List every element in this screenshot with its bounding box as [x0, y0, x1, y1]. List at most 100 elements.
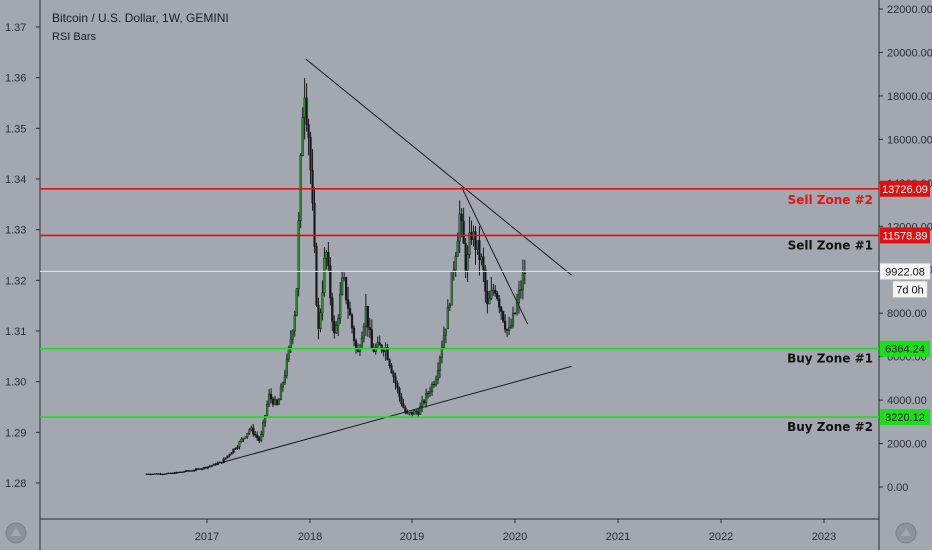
candle-body [183, 471, 186, 473]
candle-body [523, 272, 526, 275]
right-axis-tick-label: 2000.00 [887, 439, 927, 451]
candle-body [240, 439, 243, 443]
right-axis-tick-label: 8000.00 [887, 308, 927, 320]
candle-body [303, 97, 306, 118]
candle-body [295, 288, 298, 316]
candle-body [285, 358, 288, 376]
candle-body [291, 330, 294, 340]
candle-body [281, 382, 285, 388]
candle-body [364, 305, 367, 327]
candle-body [419, 406, 422, 415]
price-tag-label: 11578.89 [882, 230, 927, 242]
tradingview-logo-right[interactable] [895, 522, 917, 544]
candle-body [440, 347, 444, 358]
candle-body [262, 422, 265, 435]
candle-body [468, 232, 471, 255]
left-axis-tick-label: 1.32 [5, 275, 26, 287]
candle-body [266, 403, 269, 416]
candle-body [289, 339, 292, 348]
left-axis-tick-label: 1.35 [5, 123, 26, 135]
x-axis-tick-label: 2022 [709, 531, 733, 543]
candle-body [248, 429, 251, 434]
horizontal-levels[interactable] [40, 187, 879, 418]
candle-body [149, 473, 152, 476]
candle-body [165, 473, 168, 475]
candle-body [311, 169, 314, 204]
candle-body [476, 240, 479, 250]
candle-body [362, 325, 365, 339]
trendline-long-term-resistance[interactable] [305, 58, 572, 276]
left-axis-tick-label: 1.33 [5, 225, 26, 237]
candle-body [354, 340, 358, 349]
candle-body [517, 290, 521, 303]
x-axis-tick-label: 2017 [195, 531, 219, 543]
trendline-layer[interactable] [223, 58, 572, 463]
candle-body [507, 327, 511, 331]
candle-body [478, 240, 481, 261]
candle-body [230, 452, 233, 455]
candle-body [474, 231, 477, 250]
current-price-tag-label: 9922.08 [885, 266, 925, 278]
candle-body [370, 329, 373, 350]
x-axis-tick-label: 2023 [812, 531, 836, 543]
candle-body [163, 473, 166, 476]
candle-body [406, 412, 409, 414]
right-axis-tick-label: 18000.00 [887, 91, 932, 103]
price-tag-label: 6364.24 [885, 344, 925, 356]
candle-body [404, 407, 407, 414]
candle-body [432, 383, 436, 386]
candle-body [378, 342, 381, 346]
candle-body [161, 473, 164, 476]
candle-body [402, 403, 405, 408]
candle-body [505, 329, 509, 331]
candle-body [482, 256, 485, 270]
candle-body [210, 465, 213, 467]
candle-body [421, 400, 424, 407]
candle-body [502, 311, 505, 322]
candle-body [511, 312, 515, 326]
candle-body [460, 213, 463, 222]
trendline-mid-term-resistance[interactable] [461, 186, 529, 325]
candle-body [521, 272, 524, 290]
candle-body [208, 465, 211, 468]
candle-body [500, 306, 503, 312]
candle-body [315, 245, 318, 306]
candle-body [194, 468, 198, 471]
candle-body [175, 471, 178, 474]
candle-body [411, 411, 414, 415]
candle-body [341, 277, 344, 295]
candle-body [519, 289, 523, 291]
price-tag-box [880, 227, 930, 244]
x-axis-tick-label: 2019 [400, 531, 424, 543]
candle-body [236, 446, 239, 449]
candle-body [388, 359, 391, 366]
candle-body [317, 305, 320, 329]
chart-title: Bitcoin / U.S. Dollar, 1W, GEMINI [52, 11, 229, 25]
candle-body [226, 455, 229, 458]
zone-label: Sell Zone #2 [788, 193, 873, 207]
candle-body [275, 399, 279, 405]
candle-body [372, 349, 375, 353]
candle-body [287, 347, 290, 360]
trendline-support[interactable] [223, 365, 572, 463]
tradingview-logo-left[interactable] [5, 522, 27, 544]
candle-series [145, 78, 526, 476]
candle-body [392, 372, 395, 377]
candle-body [283, 375, 286, 384]
candle-body [488, 298, 491, 305]
left-axis-tick-label: 1.30 [5, 377, 26, 389]
x-axis-ticks: 2017 2018 2019 2020 2021 2022 2023 [195, 519, 836, 543]
candle-body [428, 391, 432, 394]
candle-body [271, 398, 275, 405]
left-axis-ticks: 1.28 1.29 1.30 1.31 1.32 1.33 1.34 1.35 1.36 1.37 [5, 22, 40, 490]
candle-body [181, 471, 184, 473]
candle-body [277, 399, 281, 405]
candle-body [198, 468, 202, 470]
candle-body [273, 399, 277, 405]
candle-body [408, 412, 411, 414]
candle-body [220, 461, 223, 464]
candle-body [494, 289, 497, 294]
candle-body [386, 347, 389, 360]
countdown-label: 7d 0h [896, 284, 924, 296]
